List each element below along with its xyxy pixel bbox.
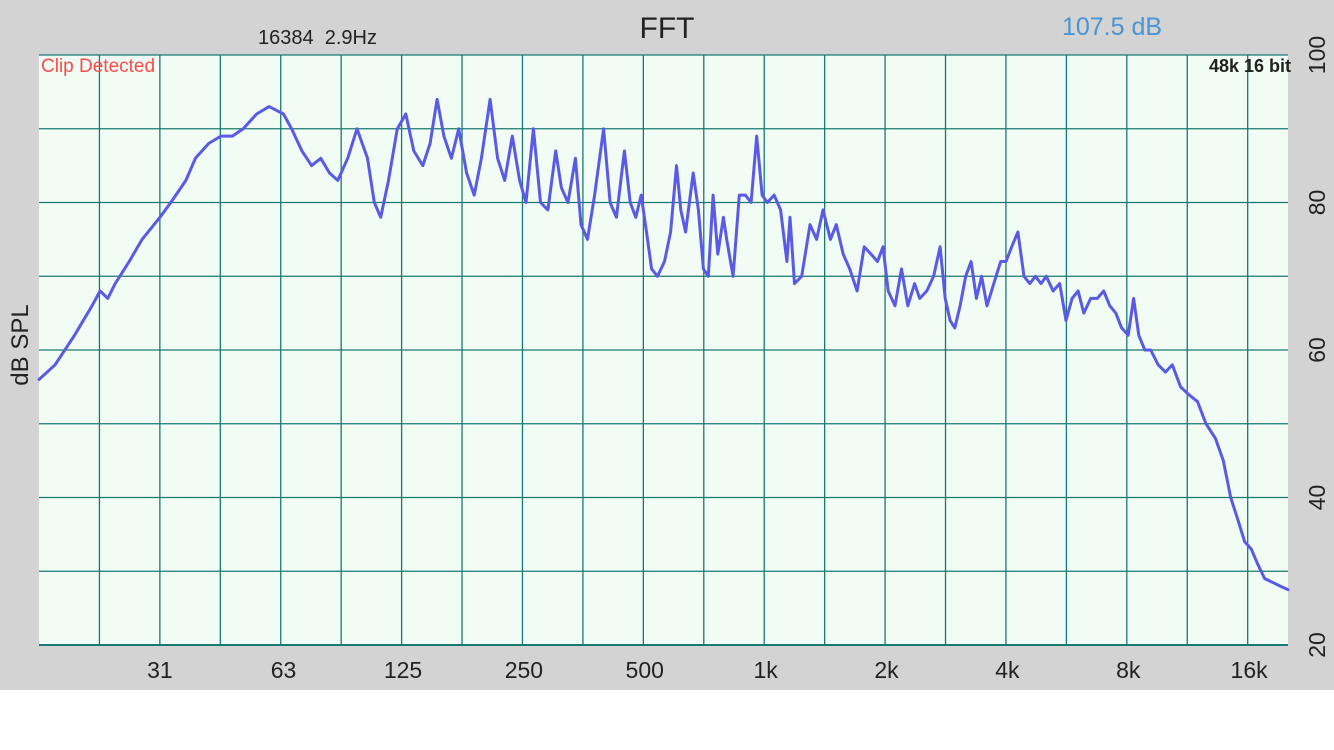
x-tick-label: 16k: [1231, 657, 1269, 683]
grid: [39, 54, 1288, 646]
x-tick-label: 500: [626, 657, 664, 683]
y-tick-label: 100: [1304, 36, 1330, 74]
fft-size-resolution: 16384 2.9Hz: [258, 27, 377, 49]
clip-detected-warning: Clip Detected: [41, 56, 155, 77]
y-axis-label: dB SPL: [7, 304, 34, 385]
y-tick-label: 20: [1304, 632, 1330, 658]
y-tick-label: 80: [1304, 190, 1330, 216]
y-tick-label: 60: [1304, 337, 1330, 363]
x-tick-label: 2k: [874, 657, 899, 683]
trace-layer: [37, 97, 1290, 592]
x-tick-label: 125: [384, 657, 422, 683]
x-tick-label: 250: [505, 657, 543, 683]
sample-format: 48k 16 bit: [1209, 56, 1291, 76]
spectrum-trace: [37, 97, 1290, 592]
y-tick-labels: 20 40 60 80 100: [1304, 36, 1330, 658]
y-tick-label: 40: [1304, 485, 1330, 511]
level-readout: 107.5 dB: [1062, 13, 1162, 41]
x-tick-label: 31: [147, 657, 173, 683]
x-tick-label: 8k: [1116, 657, 1141, 683]
chart-title: FFT: [640, 12, 695, 45]
x-tick-labels: 31 63 125 250 500 1k 2k 4k 8k 16k: [147, 657, 1268, 683]
x-tick-label: 4k: [995, 657, 1020, 683]
x-tick-label: 63: [271, 657, 297, 683]
x-tick-label: 1k: [753, 657, 778, 683]
